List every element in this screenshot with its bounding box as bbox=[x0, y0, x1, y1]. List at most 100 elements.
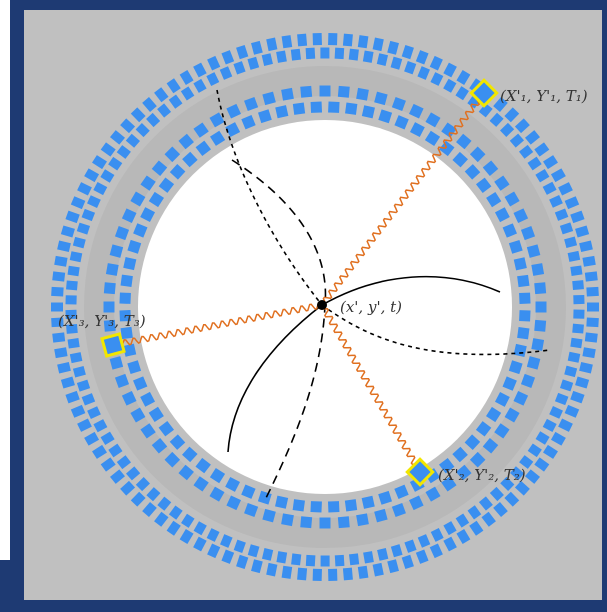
detector-crystal bbox=[391, 96, 406, 112]
detector-crystal bbox=[133, 223, 148, 238]
detector-crystal bbox=[182, 151, 198, 168]
detector-crystal bbox=[93, 419, 108, 433]
detector-crystal bbox=[534, 457, 550, 472]
photon-to-hit-3 bbox=[112, 301, 323, 348]
detector-crystal bbox=[478, 103, 493, 118]
detector-crystal bbox=[120, 274, 133, 287]
detector-crystal bbox=[168, 505, 183, 520]
detector-crystal bbox=[93, 182, 108, 196]
detector-crystal bbox=[312, 568, 322, 582]
detector-crystal bbox=[151, 438, 168, 454]
detector-crystal bbox=[244, 502, 259, 518]
inner-ring-a bbox=[103, 85, 547, 529]
detector-crystal bbox=[513, 343, 527, 357]
detector-crystal bbox=[527, 156, 542, 171]
detector-crystal bbox=[87, 195, 101, 208]
detector-crystal bbox=[372, 37, 384, 52]
detector-crystal bbox=[494, 175, 510, 191]
detector-crystal bbox=[292, 499, 305, 512]
detector-crystal bbox=[390, 544, 403, 558]
detector-crystal bbox=[320, 555, 330, 567]
detector-crystal bbox=[558, 182, 573, 196]
detector-crystal bbox=[130, 407, 146, 423]
event-label: (x', y', t) bbox=[340, 298, 402, 316]
detector-crystal bbox=[51, 286, 64, 297]
detector-crystal bbox=[54, 347, 68, 359]
detector-crystal bbox=[520, 226, 536, 241]
detector-crystal bbox=[564, 365, 578, 378]
detector-crystal bbox=[51, 317, 64, 328]
detector-crystal bbox=[520, 373, 536, 388]
detector-crystal bbox=[469, 520, 484, 536]
detector-crystal bbox=[179, 70, 194, 85]
detector-crystal bbox=[127, 239, 142, 254]
photon-to-hit-2 bbox=[319, 304, 421, 473]
detector-crystal bbox=[57, 240, 71, 253]
detector-crystal bbox=[148, 406, 164, 422]
detector-crystal bbox=[116, 455, 132, 470]
detector-crystal bbox=[51, 302, 63, 312]
detector-crystal bbox=[404, 61, 417, 75]
detector-crystal bbox=[378, 109, 393, 124]
detector-crystal bbox=[550, 168, 566, 183]
detector-crystal bbox=[543, 444, 558, 459]
detector-crystal bbox=[182, 446, 198, 463]
detector-crystal bbox=[168, 94, 183, 109]
detector-crystal bbox=[356, 513, 369, 527]
detector-crystal bbox=[404, 539, 417, 553]
detector-crystal bbox=[526, 244, 541, 258]
detector-crystal bbox=[225, 476, 241, 492]
detector-crystal bbox=[135, 477, 150, 492]
detector-crystal bbox=[356, 87, 369, 101]
detector-crystal bbox=[357, 565, 369, 579]
detector-crystal bbox=[123, 257, 137, 271]
detector-crystal bbox=[328, 568, 338, 582]
detector-crystal bbox=[438, 457, 455, 474]
detector-crystal bbox=[251, 559, 263, 574]
detector-crystal bbox=[251, 40, 263, 55]
detector-crystal bbox=[337, 516, 350, 529]
detector-crystal bbox=[519, 310, 531, 322]
detector-crystal bbox=[500, 122, 515, 137]
detector-crystal bbox=[526, 356, 541, 370]
detector-crystal bbox=[475, 177, 492, 194]
hit-3-label: (X'₃, Y'₃, T₃) bbox=[58, 312, 146, 330]
detector-crystal bbox=[517, 327, 530, 340]
detector-crystal bbox=[361, 105, 375, 119]
detector-crystal bbox=[535, 301, 547, 313]
detector-crystal bbox=[455, 86, 469, 101]
detector-crystal bbox=[281, 565, 293, 579]
detector-crystal bbox=[72, 365, 86, 378]
detector-crystal bbox=[409, 122, 425, 138]
detector-crystal bbox=[209, 468, 226, 484]
detector-crystal bbox=[455, 513, 470, 528]
detector-crystal bbox=[549, 195, 563, 208]
detector-crystal bbox=[142, 502, 157, 517]
photon-paths bbox=[112, 91, 486, 473]
detector-crystal bbox=[334, 554, 345, 567]
detector-crystal bbox=[193, 476, 209, 492]
detector-crystal bbox=[179, 529, 194, 544]
detector-crystal bbox=[193, 78, 207, 93]
detector-crystal bbox=[103, 301, 115, 313]
detector-crystal bbox=[572, 280, 584, 291]
detector-crystal bbox=[221, 549, 235, 564]
detector-crystal bbox=[120, 118, 136, 134]
detector-crystal bbox=[166, 520, 181, 536]
detector-crystal bbox=[100, 169, 115, 183]
detector-crystal bbox=[531, 263, 545, 276]
detector-crystal bbox=[504, 107, 520, 123]
detector-crystal bbox=[586, 317, 599, 328]
detector-crystal bbox=[535, 431, 550, 445]
detector-crystal bbox=[334, 47, 345, 60]
detector-crystal bbox=[372, 562, 384, 577]
detector-crystal bbox=[261, 53, 273, 66]
detector-crystal bbox=[52, 332, 66, 343]
detector-crystal bbox=[582, 255, 596, 267]
detector-rings bbox=[51, 32, 599, 582]
outer-ring-b bbox=[65, 47, 585, 567]
detector-crystal bbox=[158, 177, 175, 193]
detector-crystal bbox=[87, 406, 101, 419]
detector-crystal bbox=[535, 169, 550, 183]
detector-crystal bbox=[320, 47, 330, 59]
